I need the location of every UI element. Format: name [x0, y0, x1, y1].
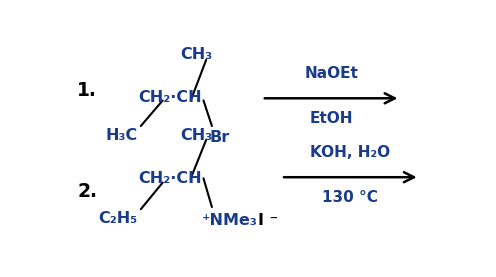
Text: 130 °C: 130 °C — [322, 190, 378, 205]
Text: EtOH: EtOH — [310, 111, 353, 126]
Text: CH₃: CH₃ — [181, 47, 213, 62]
Text: Br: Br — [210, 130, 230, 145]
Text: 2.: 2. — [77, 182, 97, 201]
Text: KOH, H₂O: KOH, H₂O — [310, 145, 390, 160]
Text: CH₂·CH: CH₂·CH — [138, 171, 201, 186]
Text: ⁺NMe₃: ⁺NMe₃ — [202, 214, 258, 229]
Text: I ⁻: I ⁻ — [258, 214, 278, 229]
Text: H₃C: H₃C — [106, 128, 138, 143]
Text: CH₂·CH: CH₂·CH — [138, 90, 201, 105]
Text: C₂H₅: C₂H₅ — [98, 211, 137, 226]
Text: CH₃: CH₃ — [181, 128, 213, 143]
Text: NaOEt: NaOEt — [304, 66, 358, 81]
Text: 1.: 1. — [77, 81, 97, 100]
